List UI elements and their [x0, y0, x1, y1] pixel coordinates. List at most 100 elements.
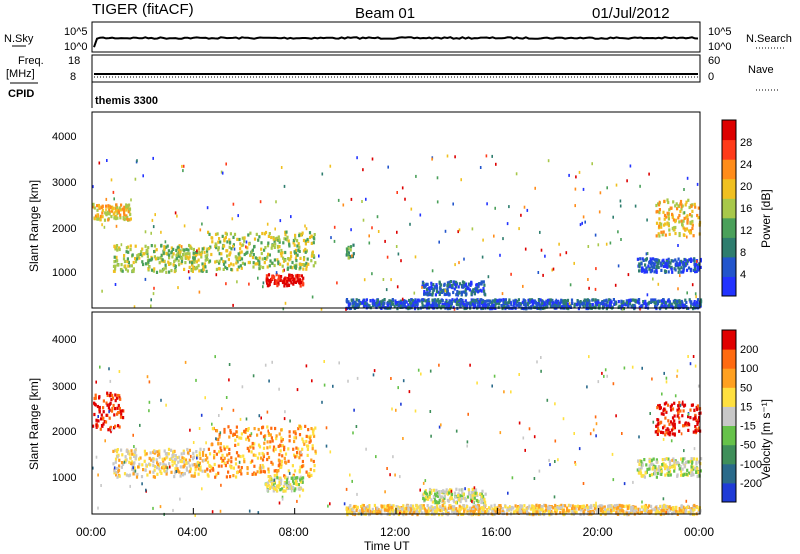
power-cell: [461, 280, 465, 284]
velocity-cell: [529, 507, 533, 511]
power-cell: [170, 246, 173, 250]
velocity-cell: [229, 429, 232, 433]
velocity-cell: [163, 467, 166, 471]
power-cell: [693, 202, 696, 206]
velocity-cell: [192, 451, 195, 455]
velocity-cell: [321, 400, 323, 404]
velocity-cell: [201, 487, 203, 491]
power-cell: [247, 233, 250, 237]
velocity-cell: [692, 465, 695, 469]
power-cell: [222, 267, 225, 271]
power-cell: [558, 242, 560, 246]
velocity-cell: [538, 505, 541, 509]
velocity-cell: [300, 453, 303, 457]
velocity-cell: [307, 435, 310, 439]
velocity-cell: [522, 510, 525, 514]
power-cell: [438, 240, 440, 244]
power-cell: [494, 298, 497, 302]
power-cell: [606, 300, 609, 304]
velocity-cell: [298, 452, 301, 456]
velocity-cell: [601, 371, 603, 375]
power-cell: [152, 156, 154, 160]
velocity-cell: [179, 465, 182, 469]
velocity-cell: [97, 415, 99, 418]
velocity-cell: [99, 427, 102, 431]
power-cell: [240, 250, 243, 254]
velocity-cell: [152, 457, 155, 461]
velocity-cell: [613, 504, 616, 508]
power-cell: [421, 303, 424, 307]
power-cell: [239, 242, 242, 246]
power-cell: [266, 281, 269, 285]
velocity-cell: [376, 506, 379, 510]
power-cell: [456, 290, 459, 294]
power-cell: [591, 302, 594, 307]
velocity-cell: [202, 448, 206, 452]
power-cell: [473, 291, 476, 295]
velocity-cell: [415, 509, 418, 513]
power-cell: [312, 236, 315, 240]
velocity-cell: [222, 459, 225, 463]
power-cell: [188, 265, 191, 269]
velocity-cell: [604, 368, 607, 372]
power-ytick-1000: 1000: [52, 267, 76, 279]
velocity-cell: [272, 489, 275, 493]
power-cell: [94, 214, 98, 218]
velocity-cell: [223, 456, 226, 460]
velocity-cell: [143, 449, 146, 453]
velocity-cell: [671, 432, 674, 436]
velocity-cell: [429, 506, 431, 510]
power-cell: [186, 255, 189, 259]
power-cell: [173, 259, 176, 263]
velocity-cell: [297, 483, 300, 487]
power-cell: [113, 269, 116, 273]
power-cell: [693, 300, 696, 304]
velocity-cell: [471, 487, 474, 491]
power-cell: [646, 252, 649, 255]
velocity-cell: [288, 471, 291, 475]
power-cell: [448, 300, 451, 304]
velocity-cell: [217, 471, 220, 475]
power-cell: [96, 208, 99, 212]
velocity-cell: [153, 449, 156, 453]
power-cell: [677, 244, 679, 247]
velocity-cell: [588, 355, 590, 359]
power-cell: [661, 304, 664, 308]
velocity-cell: [309, 439, 312, 443]
velocity-cell: [660, 509, 663, 513]
power-cell: [127, 260, 130, 264]
velocity-cell: [667, 432, 670, 436]
power-cell: [400, 259, 402, 263]
power-cell: [231, 217, 234, 221]
power-cell: [268, 283, 271, 287]
power-cell: [434, 303, 437, 307]
power-cell: [682, 204, 684, 208]
power-cell: [200, 255, 203, 259]
power-cell: [544, 254, 546, 258]
power-cell: [621, 302, 624, 306]
power-cell: [268, 279, 271, 283]
power-cell: [609, 241, 612, 245]
velocity-cell: [179, 497, 181, 501]
power-cell: [192, 259, 195, 263]
velocity-cell: [215, 429, 219, 433]
velocity-cell: [569, 504, 572, 508]
power-cell: [560, 300, 563, 304]
velocity-cell: [436, 491, 439, 495]
power-cell: [249, 231, 252, 235]
velocity-cell: [348, 505, 351, 510]
velocity-cell: [612, 478, 615, 482]
power-cell: [433, 305, 436, 309]
velocity-cell: [228, 447, 231, 451]
velocity-cell: [675, 461, 678, 465]
velocity-cell: [641, 463, 644, 467]
power-cell: [577, 307, 580, 311]
power-cell: [110, 209, 113, 213]
power-cell: [423, 298, 426, 302]
velocity-cell: [204, 453, 208, 457]
velocity-cell: [656, 471, 659, 475]
velocity-cell: [665, 465, 668, 469]
power-cell: [629, 298, 632, 302]
power-cell: [617, 300, 620, 304]
velocity-cell: [562, 504, 565, 508]
